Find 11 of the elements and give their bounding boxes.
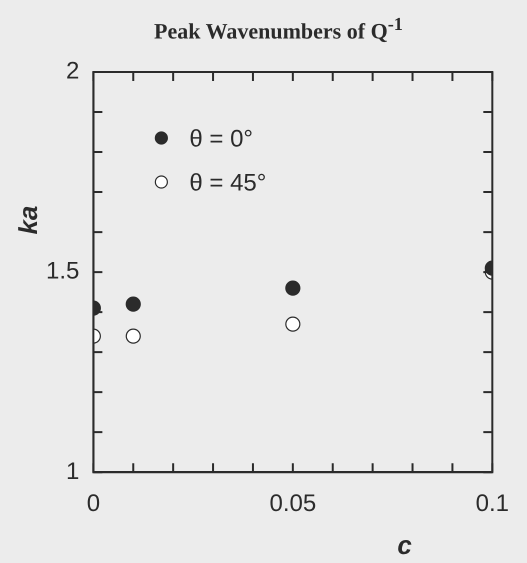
x-axis-title: c [397, 530, 412, 560]
legend-label: θ = 45° [189, 170, 266, 197]
y-tick-label: 2 [66, 58, 80, 85]
x-tick-label: 0.05 [269, 490, 316, 518]
chart-title: Peak Wavenumbers of Q$^{-1}$ [153, 14, 404, 44]
x-tick-label: 0.1 [476, 490, 510, 518]
y-axis-title: ka [13, 206, 44, 235]
y-tick-label: 1.5 [46, 258, 80, 285]
y-tick-label: 1 [66, 458, 80, 485]
legend-label: θ = 0° [189, 126, 254, 153]
x-tick-label: 0 [86, 490, 100, 518]
